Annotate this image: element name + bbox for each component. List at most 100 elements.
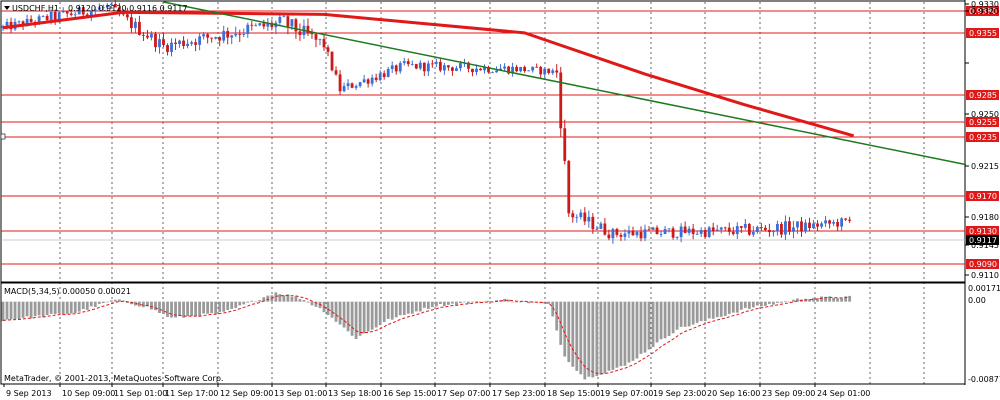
macd-bar: [266, 295, 270, 302]
macd-bar: [294, 296, 298, 302]
candle-body: [354, 86, 358, 88]
time-tick-label: 11 Sep 01:00: [114, 389, 167, 398]
macd-bar: [174, 301, 177, 318]
macd-signal-line: [2, 294, 850, 375]
symbol-dropdown-icon[interactable]: [4, 6, 10, 10]
candle-body: [426, 63, 430, 72]
candle-body: [198, 36, 202, 45]
macd-bar: [583, 301, 587, 380]
macd-bar: [776, 301, 779, 303]
overlays: [2, 1, 967, 166]
macd-bar: [262, 297, 266, 302]
candle-body: [735, 226, 739, 235]
macd-bar: [338, 301, 342, 325]
macd-histogram: [1, 292, 852, 380]
macd-bar: [162, 301, 165, 315]
candle-body: [206, 34, 210, 38]
candle-body: [751, 231, 755, 235]
time-tick-label: 24 Sep 01:00: [817, 389, 870, 398]
candle-body: [81, 7, 85, 15]
macd-bar: [784, 301, 787, 302]
candle-body: [226, 31, 230, 38]
macd-label: MACD(5,34,5) 0.00050 0.00021: [4, 287, 131, 296]
time-tick-label: 19 Sep 07:00: [600, 389, 653, 398]
macd-bar: [507, 299, 510, 302]
candle-body: [844, 218, 848, 220]
macd-bar: [434, 301, 438, 307]
macd-bar: [683, 301, 687, 327]
candle-body: [475, 68, 478, 73]
candle-body: [491, 72, 494, 74]
macd-bar: [463, 301, 466, 303]
level-tag-label: 0.9090: [969, 260, 997, 269]
candle-body: [812, 223, 815, 229]
candle-body: [29, 18, 33, 23]
price-tick-label: 0.9320: [971, 7, 999, 16]
candle-body: [318, 38, 322, 40]
macd-bar: [290, 296, 294, 302]
macd-bar: [354, 301, 358, 339]
macd-bar: [751, 301, 755, 308]
candle-body: [270, 22, 274, 28]
candle-body: [780, 224, 783, 235]
macd-scale-zero: 0.00: [968, 296, 986, 305]
macd-bar: [503, 298, 506, 302]
macd-bar: [242, 301, 246, 305]
level-handle[interactable]: [0, 133, 6, 140]
candle-body: [154, 33, 157, 48]
candle-body: [262, 23, 266, 27]
candle-body: [402, 61, 406, 64]
macd-bar: [567, 301, 571, 363]
candle-body: [559, 72, 563, 129]
candle-body: [446, 65, 450, 68]
candle-body: [278, 16, 282, 23]
macd-bar: [21, 301, 25, 318]
price-tick-label: 0.9330: [971, 0, 999, 9]
candle-body: [635, 231, 639, 236]
level-tag: [966, 90, 999, 100]
level-tag-label: 0.9355: [969, 29, 997, 38]
candle-body: [113, 3, 117, 8]
level-tag: [966, 191, 999, 201]
candle-body: [828, 220, 831, 224]
candle-body: [138, 21, 141, 35]
macd-bar: [467, 301, 470, 304]
candle-body: [382, 73, 386, 78]
candle-body: [567, 160, 571, 214]
candle-body: [723, 227, 727, 229]
macd-bar: [438, 301, 442, 304]
candle-body: [246, 24, 250, 34]
macd-bar: [808, 299, 811, 302]
candle-body: [599, 223, 603, 229]
candle-body: [527, 70, 531, 72]
candle-body: [314, 33, 318, 40]
macd-bar: [61, 301, 65, 315]
candle-body: [5, 21, 9, 27]
macd-bar: [101, 301, 105, 304]
trend-line[interactable]: [163, 1, 967, 166]
macd-bar: [511, 301, 514, 303]
candle-body: [583, 212, 587, 222]
candle-body: [788, 221, 791, 232]
macd-bar: [362, 301, 366, 334]
candle-body: [467, 62, 470, 69]
macd-bar: [138, 301, 141, 307]
time-tick-label: 13 Sep 01:00: [274, 389, 327, 398]
macd-scale-bottom: -0.00877: [968, 375, 1000, 384]
macd-bar: [679, 301, 683, 327]
macd-bar: [77, 301, 81, 312]
candle-body: [418, 62, 422, 69]
candle-body: [49, 11, 53, 21]
macd-bar: [57, 301, 61, 314]
candle-body: [767, 229, 771, 233]
macd-bar: [65, 301, 69, 314]
macd-bar: [687, 301, 691, 327]
level-tag-label: 0.9130: [969, 227, 997, 236]
candle-body: [772, 230, 775, 233]
candle-body: [663, 229, 667, 234]
candle-body: [611, 229, 615, 239]
candle-body: [603, 223, 607, 235]
macd-bar: [695, 301, 699, 323]
candle-body: [715, 229, 719, 231]
candle-body: [298, 31, 302, 36]
